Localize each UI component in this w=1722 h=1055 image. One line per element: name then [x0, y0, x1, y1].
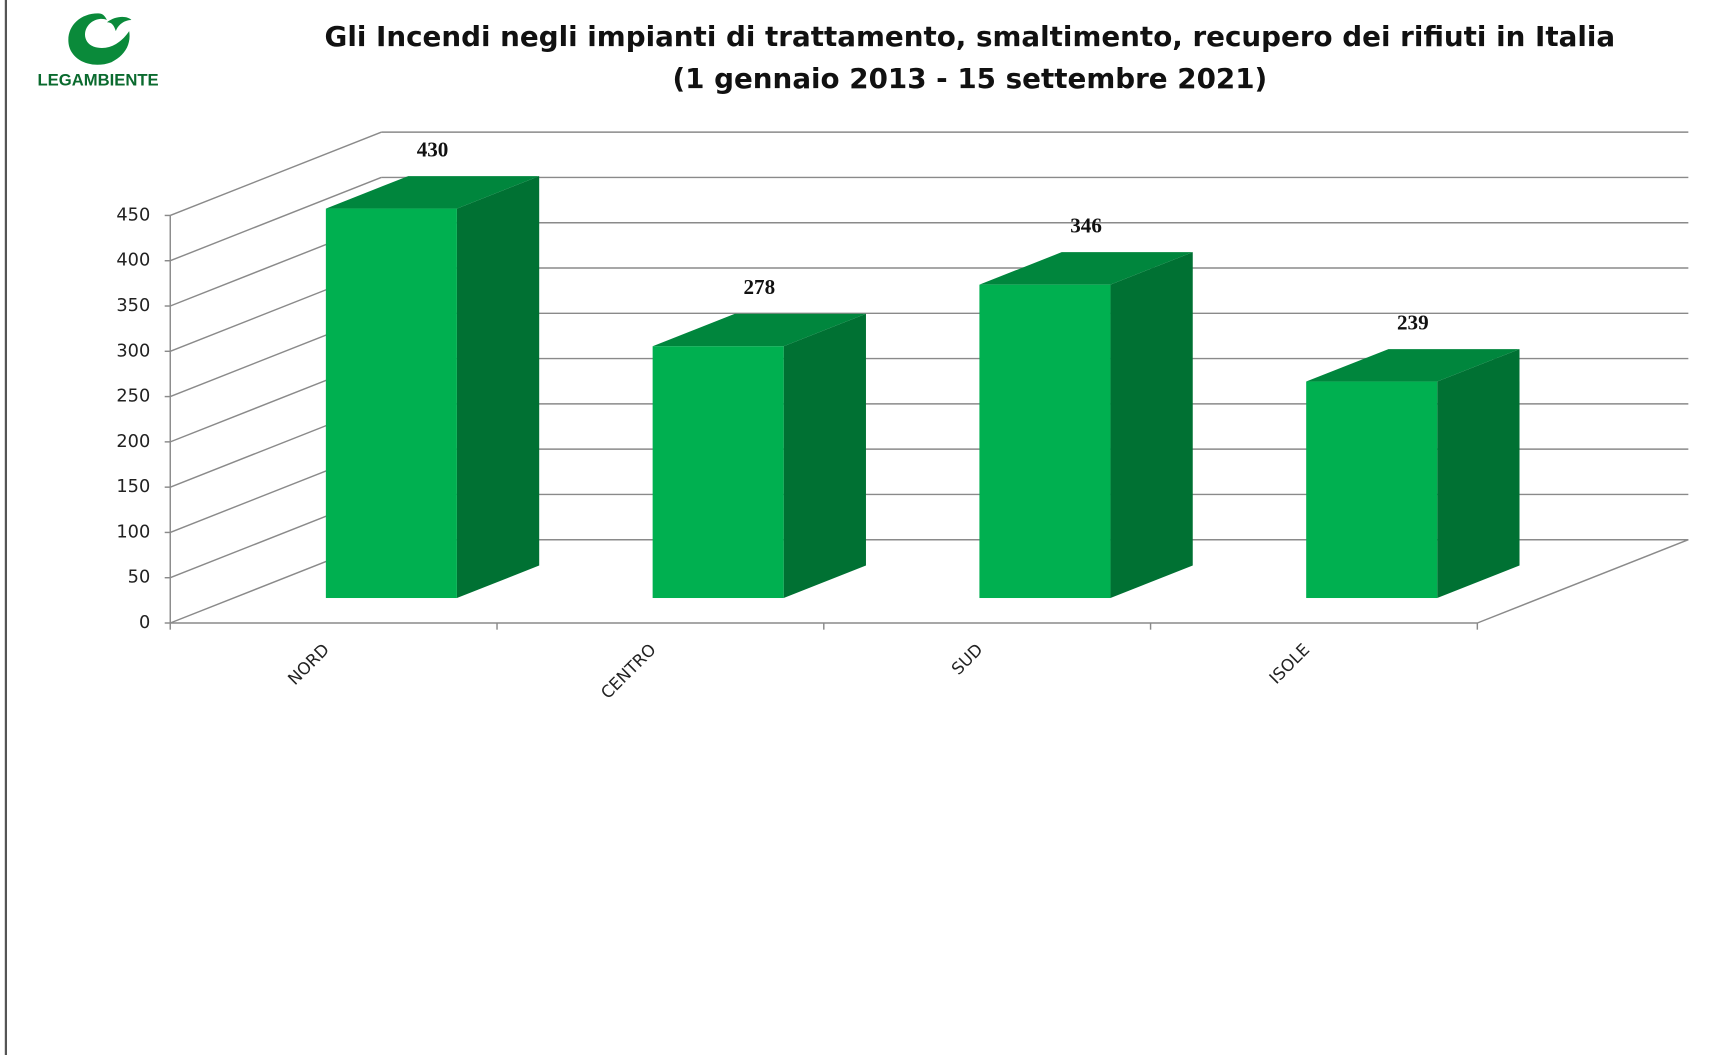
logo-text: LEGAMBIENTE	[38, 70, 159, 89]
y-tick-label: 100	[116, 522, 150, 542]
bar-top	[652, 313, 866, 347]
bar-side	[1110, 252, 1193, 599]
grid-line	[169, 176, 382, 262]
y-tick-label: 0	[139, 613, 150, 633]
y-tick-label: 450	[116, 205, 150, 225]
logo-icon	[68, 13, 132, 65]
y-tick-label: 200	[116, 432, 150, 452]
x-tick-label: NORD	[284, 640, 333, 689]
bar-side	[456, 176, 540, 599]
bar	[979, 284, 1111, 599]
value-label: 239	[1397, 310, 1429, 334]
bar-side	[1437, 349, 1520, 599]
y-tick-label: 250	[116, 387, 150, 407]
x-tick-label: CENTRO	[597, 640, 660, 703]
chart-subtitle: (1 gennaio 2013 - 15 settembre 2021)	[672, 62, 1267, 95]
y-tick-label: 400	[116, 251, 150, 271]
bar-top	[979, 252, 1193, 285]
bar-top	[325, 176, 540, 209]
bar-side	[783, 313, 866, 599]
bar	[652, 346, 784, 599]
bar-top	[1306, 349, 1520, 382]
y-tick-label: 350	[116, 296, 150, 316]
bar	[1306, 381, 1438, 599]
value-label: 346	[1070, 214, 1102, 238]
value-label: 278	[743, 275, 775, 299]
floor-right-edge	[1477, 539, 1689, 624]
grid-line	[169, 131, 382, 217]
chart-title: Gli Incendi negli impianti di trattament…	[325, 20, 1616, 53]
x-tick-label: ISOLE	[1266, 640, 1314, 688]
x-tick-label: SUD	[948, 640, 987, 679]
bar	[325, 208, 457, 599]
y-tick-label: 300	[116, 341, 150, 361]
y-tick-label: 50	[128, 568, 151, 588]
y-tick-label: 150	[116, 477, 150, 497]
value-label: 430	[417, 137, 449, 161]
